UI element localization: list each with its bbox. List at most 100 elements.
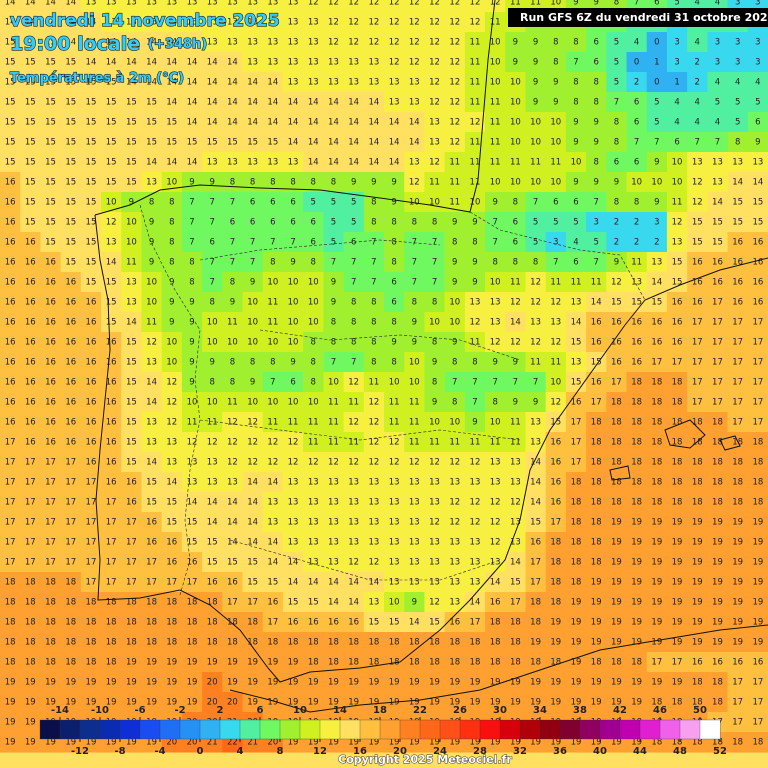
temperature-cell xyxy=(384,412,405,433)
legend-label: 52 xyxy=(713,746,727,757)
temperature-value: 14 xyxy=(368,98,379,108)
temperature-value: 11 xyxy=(470,438,481,448)
temperature-cell xyxy=(262,152,284,173)
temperature-value: 14 xyxy=(288,138,299,148)
temperature-value: 18 xyxy=(571,558,582,568)
legend-swatch xyxy=(519,719,541,740)
temperature-value: 13 xyxy=(227,478,238,488)
temperature-value: 19 xyxy=(712,598,723,608)
temperature-value: 18 xyxy=(409,638,420,648)
temperature-cell xyxy=(242,192,264,213)
temperature-cell xyxy=(687,112,708,133)
temperature-value: 15 xyxy=(25,178,36,188)
temperature-value: 16 xyxy=(106,398,117,408)
temperature-cell xyxy=(141,12,163,33)
temperature-cell xyxy=(565,32,587,53)
temperature-value: 15 xyxy=(611,298,622,308)
temperature-value: 14 xyxy=(5,0,16,8)
temperature-value: 12 xyxy=(389,0,400,8)
temperature-cell xyxy=(323,512,345,533)
temperature-value: 9 xyxy=(189,318,194,328)
temperature-value: 19 xyxy=(348,678,359,688)
temperature-value: 14 xyxy=(308,98,319,108)
temperature-value: 16 xyxy=(5,218,16,228)
temperature-cell xyxy=(707,472,729,493)
temperature-cell xyxy=(404,152,425,173)
temperature-cell xyxy=(666,232,688,253)
temperature-cell xyxy=(545,352,567,373)
temperature-cell xyxy=(20,452,41,473)
temperature-value: 19 xyxy=(550,678,561,688)
temperature-value: 19 xyxy=(732,598,743,608)
temperature-value: 18 xyxy=(5,618,16,628)
temperature-value: 12 xyxy=(429,458,440,468)
temperature-value: 12 xyxy=(429,598,440,608)
temperature-value: 19 xyxy=(227,658,238,668)
temperature-value: 8 xyxy=(169,218,174,228)
temperature-cell xyxy=(525,132,547,153)
temperature-value: 12 xyxy=(247,438,258,448)
temperature-value: 14 xyxy=(328,98,339,108)
temperature-cell xyxy=(384,332,405,353)
temperature-cell xyxy=(464,232,486,253)
temperature-cell xyxy=(626,352,648,373)
temperature-cell xyxy=(242,472,264,493)
temperature-cell xyxy=(202,392,223,413)
temperature-cell xyxy=(20,72,41,93)
temperature-value: 13 xyxy=(247,158,258,168)
temperature-value: 10 xyxy=(631,178,642,188)
temperature-value: 10 xyxy=(126,218,137,228)
temperature-value: 17 xyxy=(732,698,743,708)
temperature-value: 13 xyxy=(207,0,218,8)
temperature-cell xyxy=(181,112,203,133)
temperature-cell xyxy=(323,32,345,53)
temperature-value: 12 xyxy=(409,58,420,68)
temperature-value: 8 xyxy=(331,318,336,328)
temperature-value: 18 xyxy=(288,638,299,648)
temperature-value: 8 xyxy=(169,258,174,268)
temperature-value: 14 xyxy=(166,58,177,68)
temperature-cell xyxy=(727,492,749,513)
temperature-cell xyxy=(707,132,729,153)
temperature-cell xyxy=(525,92,547,113)
temperature-cell xyxy=(687,252,708,273)
legend-swatch xyxy=(139,719,161,740)
temperature-value: 16 xyxy=(45,378,56,388)
temperature-value: 18 xyxy=(65,578,76,588)
temperature-cell xyxy=(20,312,41,333)
temperature-cell xyxy=(586,52,607,73)
temperature-value: 13 xyxy=(389,558,400,568)
temperature-value: 12 xyxy=(449,518,460,528)
temperature-cell xyxy=(464,32,486,53)
temperature-cell xyxy=(626,492,648,513)
temperature-value: 13 xyxy=(187,0,198,8)
temperature-cell xyxy=(101,232,122,253)
temperature-value: 8 xyxy=(593,78,598,88)
temperature-value: 13 xyxy=(288,518,299,528)
temperature-cell xyxy=(141,332,163,353)
temperature-value: 17 xyxy=(692,338,703,348)
legend-swatch xyxy=(419,719,441,740)
temperature-cell xyxy=(60,212,82,233)
temperature-value: 12 xyxy=(348,558,359,568)
temperature-value: 14 xyxy=(146,458,157,468)
temperature-value: 13 xyxy=(308,478,319,488)
temperature-cell xyxy=(222,352,244,373)
temperature-value: 12 xyxy=(550,398,561,408)
temperature-value: 14 xyxy=(207,58,218,68)
temperature-value: 12 xyxy=(490,518,501,528)
temperature-cell xyxy=(222,132,244,153)
temperature-cell xyxy=(121,32,142,53)
temperature-value: 14 xyxy=(187,78,198,88)
temperature-cell xyxy=(60,172,82,193)
temperature-value: 17 xyxy=(65,558,76,568)
temperature-cell xyxy=(242,412,264,433)
temperature-cell xyxy=(20,172,41,193)
temperature-value: 19 xyxy=(25,698,36,708)
temperature-value: 10 xyxy=(308,298,319,308)
temperature-value: 16 xyxy=(752,278,763,288)
temperature-cell xyxy=(606,272,628,293)
temperature-value: 19 xyxy=(591,638,602,648)
time: 19:00 locale xyxy=(10,33,140,55)
temperature-cell xyxy=(202,472,223,493)
